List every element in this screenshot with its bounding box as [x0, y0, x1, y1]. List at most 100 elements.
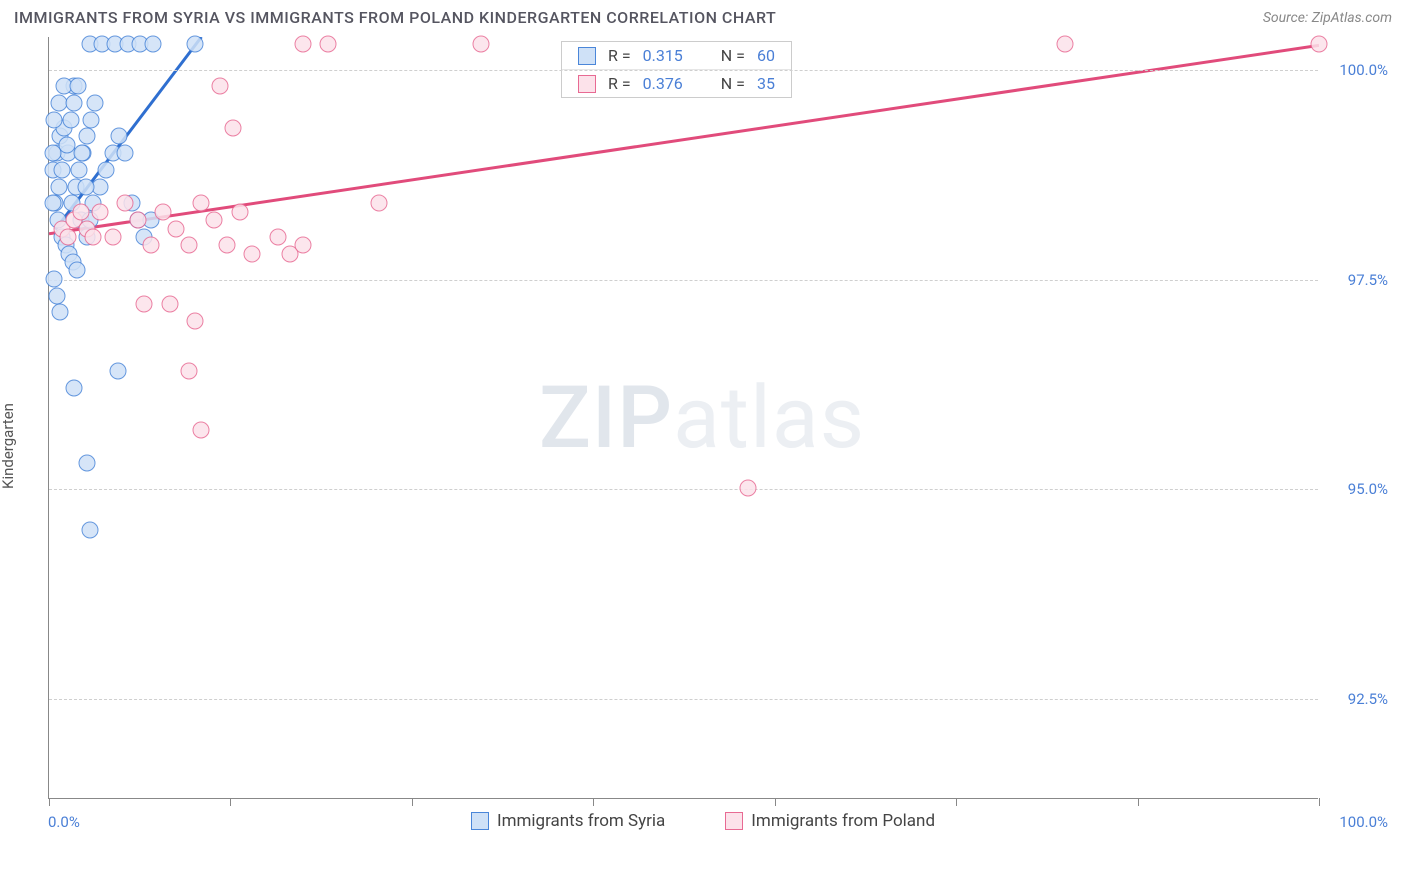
data-point	[231, 203, 248, 220]
series-label: Immigrants from Poland	[751, 811, 935, 831]
legend-row: R = 0.315 N = 60	[562, 42, 791, 70]
data-point	[193, 421, 210, 438]
data-point	[51, 178, 68, 195]
gridline	[49, 489, 1318, 490]
series-legend: Immigrants from Syria Immigrants from Pol…	[0, 811, 1406, 831]
data-point	[53, 161, 70, 178]
gridline	[49, 699, 1318, 700]
legend-swatch	[725, 812, 743, 830]
legend-r-label: R =	[608, 46, 631, 65]
data-point	[70, 78, 87, 95]
y-tick-label: 95.0%	[1328, 480, 1388, 498]
data-point	[225, 120, 242, 137]
data-point	[129, 212, 146, 229]
data-point	[77, 178, 94, 195]
data-point	[60, 228, 77, 245]
data-point	[244, 245, 261, 262]
legend-r-value: 0.376	[643, 74, 683, 93]
x-tick	[956, 798, 957, 806]
legend-n-label: N =	[721, 46, 745, 65]
data-point	[81, 522, 98, 539]
data-point	[136, 295, 153, 312]
data-point	[187, 36, 204, 53]
gridline	[49, 280, 1318, 281]
legend-n-value: 60	[757, 46, 775, 65]
data-point	[168, 220, 185, 237]
data-point	[79, 455, 96, 472]
legend-swatch	[578, 47, 596, 65]
data-point	[1057, 36, 1074, 53]
legend-swatch	[578, 75, 596, 93]
data-point	[48, 287, 65, 304]
data-point	[110, 128, 127, 145]
data-point	[85, 228, 102, 245]
data-point	[66, 95, 83, 112]
legend-swatch	[471, 812, 489, 830]
data-point	[91, 203, 108, 220]
data-point	[117, 195, 134, 212]
data-point	[218, 237, 235, 254]
legend-row: R = 0.376 N = 35	[562, 70, 791, 97]
legend-r-value: 0.315	[643, 46, 683, 65]
series-legend-item: Immigrants from Poland	[725, 811, 935, 831]
legend-n-value: 35	[757, 74, 775, 93]
data-point	[117, 145, 134, 162]
x-tick	[1319, 798, 1320, 806]
data-point	[68, 262, 85, 279]
watermark: ZIPatlas	[539, 367, 865, 468]
data-point	[1311, 36, 1328, 53]
x-tick	[412, 798, 413, 806]
data-point	[739, 480, 756, 497]
x-tick	[49, 798, 50, 806]
legend-n-label: N =	[721, 74, 745, 93]
series-legend-item: Immigrants from Syria	[471, 811, 665, 831]
data-point	[46, 270, 63, 287]
data-point	[155, 203, 172, 220]
x-tick	[230, 798, 231, 806]
chart-container: Kindergarten ZIPatlas R = 0.315N = 60R =…	[0, 31, 1406, 861]
plot-area: ZIPatlas R = 0.315N = 60R = 0.376N = 35 …	[48, 37, 1318, 799]
data-point	[79, 128, 96, 145]
data-point	[72, 203, 89, 220]
data-point	[193, 195, 210, 212]
data-point	[206, 212, 223, 229]
legend-r-label: R =	[608, 74, 631, 93]
y-axis-label: Kindergarten	[0, 403, 17, 489]
data-point	[82, 111, 99, 128]
data-point	[212, 78, 229, 95]
data-point	[98, 161, 115, 178]
y-tick-label: 97.5%	[1328, 271, 1388, 289]
data-point	[104, 228, 121, 245]
data-point	[66, 379, 83, 396]
data-point	[52, 304, 69, 321]
series-label: Immigrants from Syria	[497, 811, 665, 831]
data-point	[142, 237, 159, 254]
data-point	[44, 195, 61, 212]
data-point	[145, 36, 162, 53]
data-point	[187, 312, 204, 329]
x-tick	[775, 798, 776, 806]
data-point	[472, 36, 489, 53]
data-point	[180, 362, 197, 379]
data-point	[161, 295, 178, 312]
data-point	[371, 195, 388, 212]
x-tick	[593, 798, 594, 806]
data-point	[295, 237, 312, 254]
data-point	[180, 237, 197, 254]
data-point	[109, 362, 126, 379]
trend-lines-layer	[49, 37, 1319, 799]
chart-title: IMMIGRANTS FROM SYRIA VS IMMIGRANTS FROM…	[14, 8, 776, 27]
data-point	[269, 228, 286, 245]
data-point	[295, 36, 312, 53]
data-point	[46, 111, 63, 128]
data-point	[86, 95, 103, 112]
data-point	[71, 161, 88, 178]
y-tick-label: 92.5%	[1328, 690, 1388, 708]
data-point	[62, 111, 79, 128]
data-point	[320, 36, 337, 53]
source-attribution: Source: ZipAtlas.com	[1263, 10, 1392, 26]
gridline	[49, 70, 1318, 71]
data-point	[74, 145, 91, 162]
y-tick-label: 100.0%	[1328, 61, 1388, 79]
x-tick	[1138, 798, 1139, 806]
